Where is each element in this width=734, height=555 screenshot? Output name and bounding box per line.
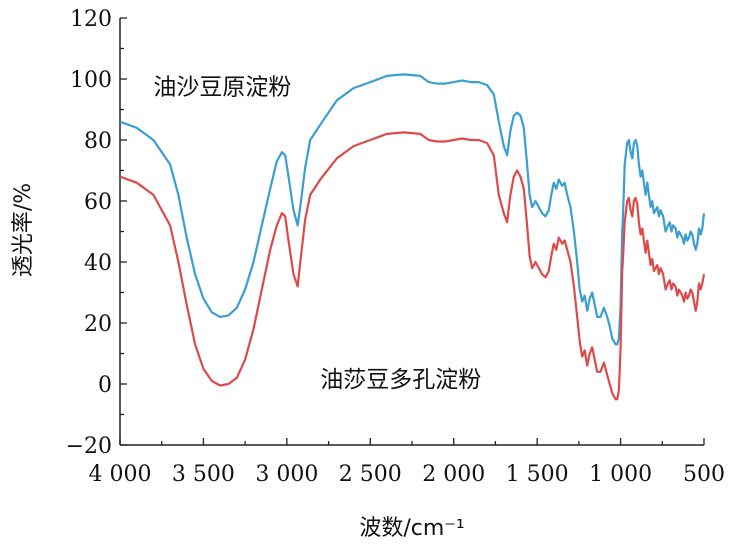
y-tick-label: 20 — [84, 312, 112, 337]
x-tick-label: 2 000 — [422, 462, 485, 487]
y-axis-title: 透光率/% — [11, 183, 36, 277]
series-layer — [119, 73, 706, 401]
y-tick-label: −20 — [66, 434, 112, 459]
y-tick-label: 60 — [84, 190, 112, 215]
y-tick-label: 0 — [98, 373, 112, 398]
x-tick-label: 2 500 — [339, 462, 402, 487]
x-tick-label: 1 500 — [506, 462, 569, 487]
x-tick-label: 4 000 — [89, 462, 152, 487]
x-tick-label: 500 — [683, 462, 725, 487]
x-tick-label: 3 500 — [172, 462, 235, 487]
axes: −20 0 20 40 60 80 100 120 4 000 3 500 3 000 2 500 2 … — [66, 7, 725, 487]
y-tick-label: 80 — [84, 129, 112, 154]
y-tick-label: 100 — [70, 68, 112, 93]
curve-label-1: 油沙豆原淀粉 — [153, 74, 291, 100]
curve-label-2: 油莎豆多孔淀粉 — [320, 367, 481, 393]
x-tick-label: 1 000 — [589, 462, 652, 487]
x-tick-label: 3 000 — [255, 462, 318, 487]
series-line-1 — [119, 73, 706, 346]
y-tick-label: 120 — [70, 7, 112, 32]
y-tick-label: 40 — [84, 251, 112, 276]
x-axis-title: 波数/cm⁻¹ — [359, 516, 464, 541]
series-line-2 — [119, 131, 706, 401]
